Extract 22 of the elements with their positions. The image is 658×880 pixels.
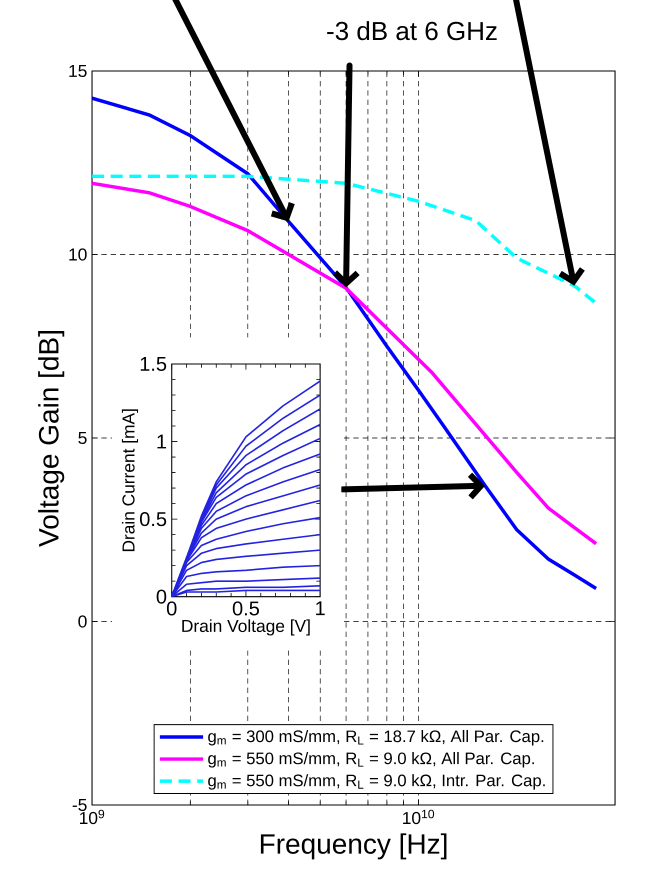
y-tick-label: 1.5 <box>140 357 166 371</box>
y-tick-label: 0 <box>156 590 166 604</box>
legend-label: g$_{m}$ = 300 mS/mm, R$_{L}$ = 18.7 kΩ, All Par. Cap. <box>208 730 544 746</box>
legend-label: g$_{m}$ = 550 mS/mm, R$_{L}$ = 9.0 kΩ, All Par. Cap. <box>208 752 534 768</box>
y-tick-label: 1 <box>157 434 166 448</box>
x-tick-label: 0 <box>166 601 176 616</box>
x-tick-label: 1 <box>316 601 325 616</box>
y-tick-label: 15 <box>69 64 87 78</box>
text: -3 dB at 6 GHz <box>327 21 497 40</box>
y-tick-label: 10 <box>69 248 87 261</box>
x-axis-title: Frequency [Hz] <box>260 833 446 860</box>
y-tick-label: 0 <box>78 615 87 628</box>
x-tick-label: 0.5 <box>232 601 259 616</box>
y-tick-label: 5 <box>78 432 87 444</box>
y-axis-title: Voltage Gain [dB] <box>38 331 64 547</box>
x-axis-title: Drain Voltage [V] <box>182 619 310 636</box>
legend-label: g$_{m}$ = 550 mS/mm, R$_{L}$ = 9.0 kΩ, Intr. Par. Cap. <box>208 774 545 790</box>
y-tick-label: -5 <box>72 798 87 812</box>
y-axis-title: Drain Current [mA] <box>122 409 138 552</box>
y-tick-label: 0.5 <box>140 512 166 526</box>
x-tick-label: 10$^{9}$ <box>80 810 104 824</box>
x-tick-label: 10$^{10}$ <box>403 810 434 824</box>
